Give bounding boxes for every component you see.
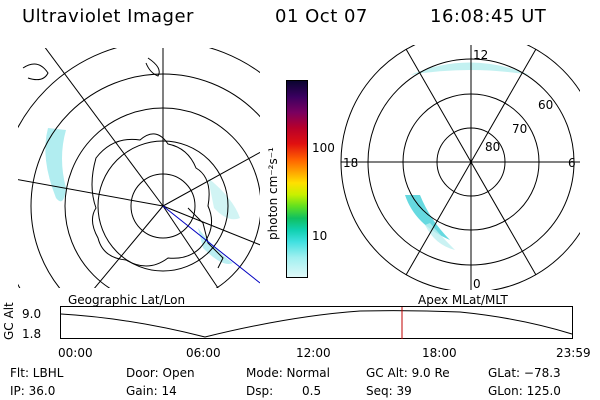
mode-readout: Mode: Normal (246, 366, 330, 380)
xtick-1800: 18:00 (422, 346, 457, 360)
ip-readout: IP: 36.0 (10, 384, 56, 398)
xtick-0000: 00:00 (58, 346, 93, 360)
instrument-title: Ultraviolet Imager (22, 6, 194, 27)
mlt-label-0: 0 (473, 277, 481, 290)
apex-label: Apex MLat/MLT (418, 293, 508, 307)
xtick-0600: 06:00 (186, 346, 221, 360)
mlt-label-12: 12 (473, 48, 488, 62)
geographic-map (18, 48, 260, 288)
altitude-plot (60, 306, 573, 339)
geographic-label: Geographic Lat/Lon (68, 293, 186, 307)
xtick-2359: 23:59 (556, 346, 591, 360)
seq-readout: Seq: 39 (366, 384, 412, 398)
altitude-ytick-9: 9.0 (22, 307, 42, 321)
colorbar-tick-10: 10 (312, 229, 328, 243)
time-label: 16:08:45 UT (430, 6, 547, 27)
altitude-ylabel: GC Alt (2, 302, 16, 340)
mlat-label-80: 80 (485, 140, 500, 154)
altitude-ytick-1-8: 1.8 (22, 327, 42, 341)
glat-readout: GLat: −78.3 (488, 366, 561, 380)
xtick-1200: 12:00 (296, 346, 331, 360)
date-label: 01 Oct 07 (275, 6, 368, 27)
mlat-label-60: 60 (538, 98, 553, 112)
mlt-label-6: 6 (568, 156, 576, 170)
gain-readout: Gain: 14 (126, 384, 177, 398)
colorbar-unit-label: photon cm⁻²s⁻¹ (266, 147, 280, 240)
gc-alt-readout: GC Alt: 9.0 Re (366, 366, 450, 380)
mlt-label-18: 18 (343, 156, 358, 170)
mlat-label-70: 70 (512, 122, 527, 136)
door-readout: Door: Open (126, 366, 195, 380)
apex-polar-plot: 12 0 18 6 60 70 80 (340, 45, 580, 290)
dsp-label: Dsp: (246, 384, 274, 398)
glon-readout: GLon: 125.0 (488, 384, 561, 398)
filter-readout: Flt: LBHL (10, 366, 64, 380)
colorbar-tick-100: 100 (312, 141, 335, 155)
colorbar (286, 80, 308, 278)
dsp-value: 0.5 (302, 384, 322, 398)
